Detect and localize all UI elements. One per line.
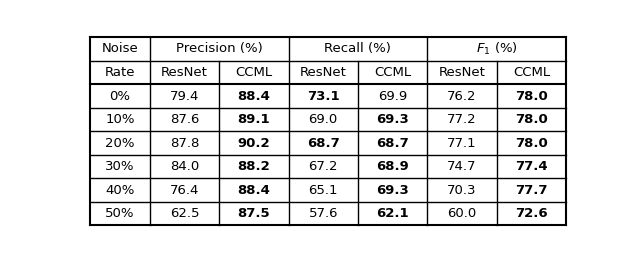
Text: 88.2: 88.2 xyxy=(237,160,270,173)
Text: CCML: CCML xyxy=(374,66,411,79)
Text: 69.3: 69.3 xyxy=(376,113,409,126)
Text: $F_1$ (%): $F_1$ (%) xyxy=(476,41,518,57)
Text: 87.5: 87.5 xyxy=(237,207,270,220)
Text: 74.7: 74.7 xyxy=(447,160,477,173)
Text: CCML: CCML xyxy=(236,66,273,79)
Text: 90.2: 90.2 xyxy=(237,136,270,149)
Text: 67.2: 67.2 xyxy=(308,160,338,173)
Text: 77.7: 77.7 xyxy=(515,184,548,197)
Text: 78.0: 78.0 xyxy=(515,89,548,102)
Text: ResNet: ResNet xyxy=(438,66,485,79)
Text: 70.3: 70.3 xyxy=(447,184,477,197)
Text: 30%: 30% xyxy=(105,160,134,173)
Text: 72.6: 72.6 xyxy=(515,207,548,220)
Text: 50%: 50% xyxy=(105,207,134,220)
Text: 73.1: 73.1 xyxy=(307,89,340,102)
Text: 68.7: 68.7 xyxy=(307,136,340,149)
Text: CCML: CCML xyxy=(513,66,550,79)
Text: 0%: 0% xyxy=(109,89,131,102)
Text: 60.0: 60.0 xyxy=(447,207,477,220)
Text: Recall (%): Recall (%) xyxy=(324,42,391,55)
Text: 68.9: 68.9 xyxy=(376,160,409,173)
Text: 69.0: 69.0 xyxy=(308,113,338,126)
Text: 10%: 10% xyxy=(105,113,134,126)
Text: 77.1: 77.1 xyxy=(447,136,477,149)
Text: 77.2: 77.2 xyxy=(447,113,477,126)
Text: 77.4: 77.4 xyxy=(515,160,548,173)
Text: 87.6: 87.6 xyxy=(170,113,199,126)
Text: 89.1: 89.1 xyxy=(237,113,270,126)
Text: 78.0: 78.0 xyxy=(515,136,548,149)
Text: 76.4: 76.4 xyxy=(170,184,199,197)
Text: 40%: 40% xyxy=(105,184,134,197)
Text: ResNet: ResNet xyxy=(161,66,208,79)
Text: 62.5: 62.5 xyxy=(170,207,199,220)
Text: 20%: 20% xyxy=(105,136,134,149)
Text: 84.0: 84.0 xyxy=(170,160,199,173)
Text: ResNet: ResNet xyxy=(300,66,347,79)
Text: Rate: Rate xyxy=(104,66,135,79)
Text: 88.4: 88.4 xyxy=(237,184,270,197)
Text: 57.6: 57.6 xyxy=(308,207,338,220)
Text: 69.3: 69.3 xyxy=(376,184,409,197)
Text: 69.9: 69.9 xyxy=(378,89,407,102)
Text: 65.1: 65.1 xyxy=(308,184,338,197)
Text: Noise: Noise xyxy=(102,42,138,55)
Text: Precision (%): Precision (%) xyxy=(176,42,262,55)
Text: 76.2: 76.2 xyxy=(447,89,477,102)
Text: 78.0: 78.0 xyxy=(515,113,548,126)
Text: 88.4: 88.4 xyxy=(237,89,270,102)
Text: 87.8: 87.8 xyxy=(170,136,199,149)
Text: 79.4: 79.4 xyxy=(170,89,199,102)
Text: 68.7: 68.7 xyxy=(376,136,409,149)
Text: 62.1: 62.1 xyxy=(376,207,409,220)
